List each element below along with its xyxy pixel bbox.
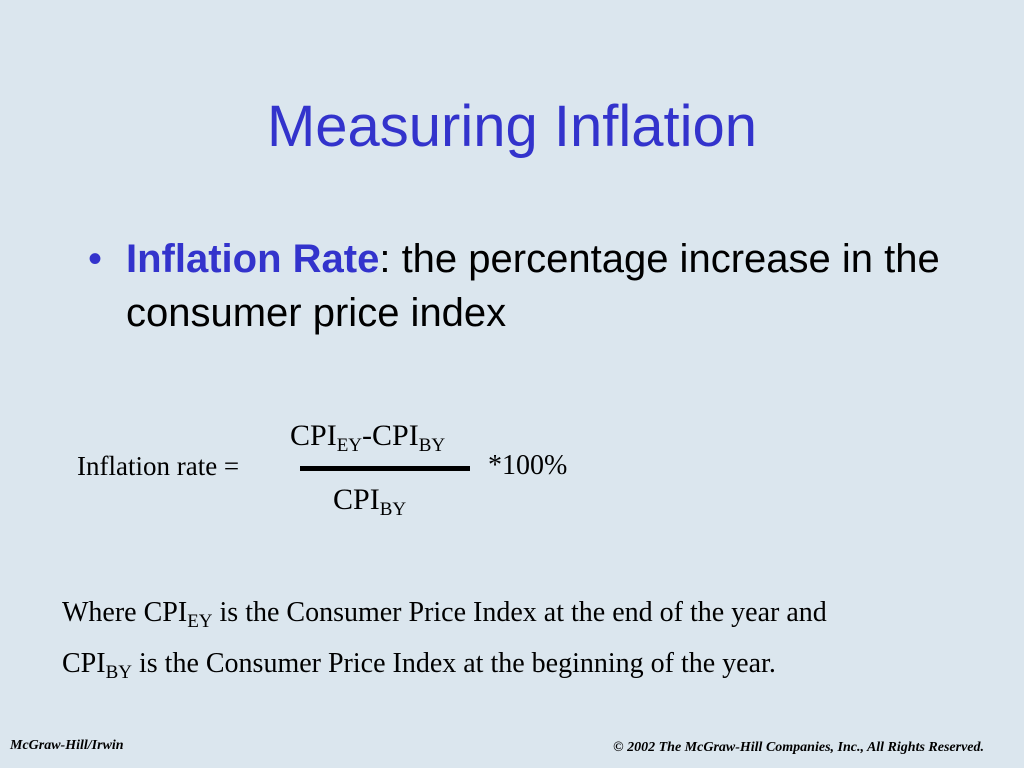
explanation-line-1-post: is the Consumer Price Index at the end o… [212, 597, 827, 628]
numerator-minus: - [362, 419, 373, 452]
numerator-subscript-1: EY [336, 435, 363, 456]
explanation-line-2-pre: CPI [62, 648, 106, 679]
bullet-term: Inflation Rate [126, 237, 380, 281]
formula-label: Inflation rate = [77, 451, 240, 481]
footer-publisher: McGraw-Hill/Irwin [10, 738, 124, 753]
formula-denominator: CPIBY [333, 482, 406, 528]
bullet-definition: : the percentage increase in the consume… [126, 237, 940, 335]
formula-multiplier: *100% [488, 450, 568, 481]
numerator-subscript-2: BY [418, 435, 446, 456]
explanation-line-2-post: is the Consumer Price Index at the begin… [131, 648, 776, 679]
explanation-text: Where CPIEY is the Consumer Price Index … [62, 592, 1012, 694]
explanation-line-1-pre: Where CPI [62, 597, 188, 628]
explanation-line-2: CPIBY is the Consumer Price Index at the… [62, 643, 1012, 694]
bullet-item: • Inflation Rate: the percentage increas… [88, 232, 968, 340]
explanation-line-2-subscript: BY [105, 662, 132, 683]
numerator-cpi-1: CPI [290, 419, 337, 452]
numerator-cpi-2: CPI [372, 419, 419, 452]
fraction-bar [300, 466, 470, 471]
slide-title: Measuring Inflation [266, 94, 758, 159]
denominator-cpi: CPI [333, 483, 380, 516]
formula-numerator: CPIEY-CPIBY [290, 418, 445, 464]
denominator-subscript: BY [379, 499, 407, 520]
bullet-text: Inflation Rate: the percentage increase … [126, 232, 968, 340]
bullet-marker: • [88, 237, 103, 281]
footer-copyright: © 2002 The McGraw-Hill Companies, Inc., … [613, 740, 984, 755]
explanation-line-1-subscript: EY [187, 611, 213, 632]
explanation-line-1: Where CPIEY is the Consumer Price Index … [62, 592, 1012, 643]
